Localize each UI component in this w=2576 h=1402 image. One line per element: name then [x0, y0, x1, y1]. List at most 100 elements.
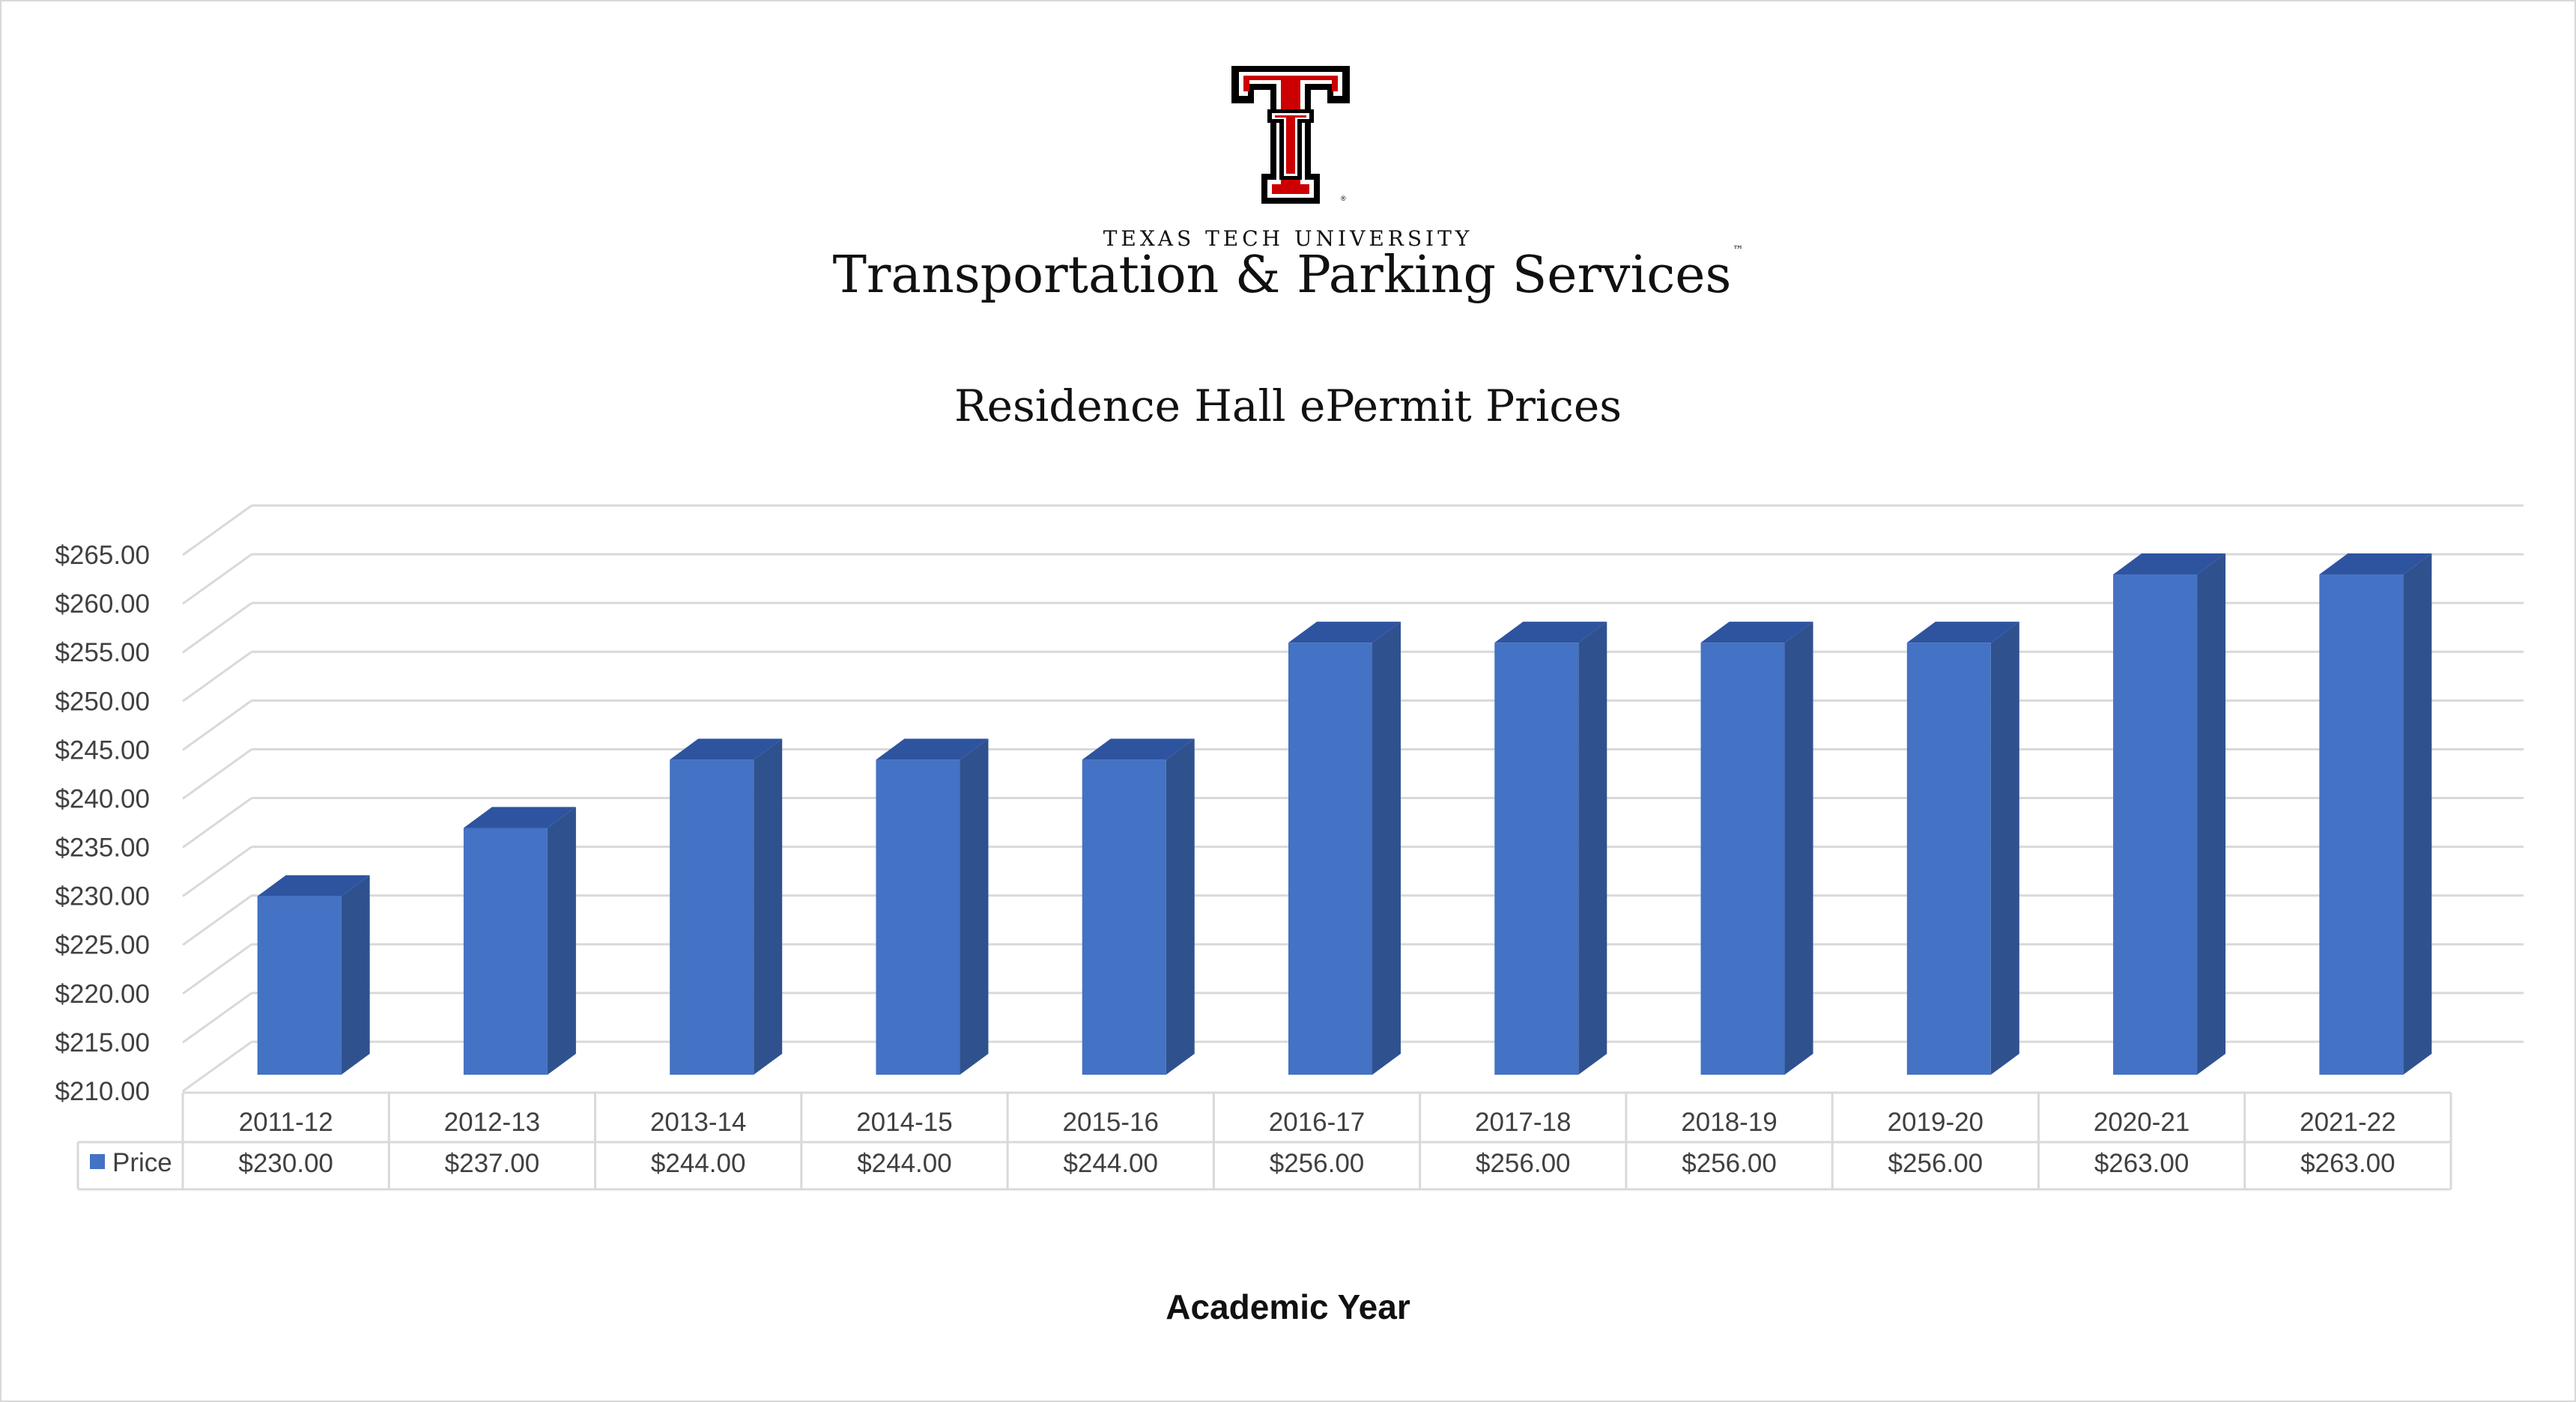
- bar-front: [1700, 643, 1785, 1075]
- bar-2011-12: [257, 875, 370, 1075]
- gridline-diagonal: [182, 943, 252, 995]
- y-tick-label: $250.00: [55, 687, 150, 716]
- x-tick-label: 2019-20: [1888, 1108, 1983, 1137]
- bar-top: [1700, 622, 1813, 643]
- university-name: TEXAS TECH UNIVERSITY: [1103, 226, 1473, 251]
- y-tick-label: $240.00: [55, 784, 150, 813]
- bar-2020-21: [2113, 553, 2226, 1075]
- bar-top: [257, 875, 370, 896]
- department-name-text: Transportation & Parking Services: [832, 246, 1732, 305]
- bar-front: [463, 828, 548, 1075]
- gridline-diagonal: [182, 601, 252, 654]
- y-axis: $210.00 $215.00 $220.00 $225.00 $230.00 $235.…: [55, 541, 150, 1106]
- double-t-logo-icon: ®: [1231, 66, 1350, 204]
- bar-top: [1494, 622, 1607, 643]
- bar-side: [1372, 622, 1401, 1075]
- x-tick-label: 2015-16: [1063, 1108, 1159, 1137]
- series-label: Price: [112, 1148, 172, 1177]
- chart-title: Residence Hall ePermit Prices: [954, 380, 1622, 431]
- data-label: $244.00: [1063, 1149, 1158, 1178]
- bar-top: [463, 807, 576, 828]
- x-tick-label: 2016-17: [1269, 1108, 1365, 1137]
- bar-top: [1082, 738, 1195, 760]
- square-marker-icon: [90, 1154, 105, 1169]
- data-label: $256.00: [1476, 1149, 1571, 1178]
- gridline-diagonal: [182, 1040, 252, 1093]
- y-tick-label: $255.00: [55, 638, 150, 667]
- bar-front: [670, 759, 754, 1075]
- bar-side: [2197, 553, 2226, 1075]
- data-label: $244.00: [651, 1149, 746, 1178]
- gridline-diagonal: [182, 700, 252, 751]
- svg-text:®: ®: [1341, 195, 1346, 202]
- gridline-diagonal: [182, 846, 252, 897]
- y-tick-label: $265.00: [55, 541, 150, 570]
- bar-top: [2319, 553, 2432, 575]
- trademark-symbol: ™: [1733, 244, 1744, 256]
- bar-side: [1990, 622, 2019, 1075]
- bar-side: [1784, 622, 1813, 1075]
- x-tick-label: 2012-13: [444, 1108, 540, 1137]
- y-tick-label: $210.00: [55, 1077, 150, 1106]
- bar-front: [876, 759, 960, 1075]
- gridline-diagonal: [182, 504, 252, 556]
- gridline-diagonal: [182, 553, 252, 605]
- data-table: Price 2011-12 $230.00 2012-13 $237.00 2013-14…: [76, 1091, 2452, 1191]
- bar-side: [754, 738, 783, 1075]
- bar-2021-22: [2319, 553, 2432, 1075]
- x-axis-title: Academic Year: [1166, 1287, 1410, 1326]
- bar-front: [1082, 759, 1166, 1075]
- data-label: $237.00: [445, 1149, 540, 1178]
- bar-side: [547, 807, 576, 1075]
- x-tick-label: 2021-22: [2300, 1108, 2395, 1137]
- x-tick-label: 2013-14: [650, 1108, 746, 1137]
- y-tick-label: $260.00: [55, 589, 150, 619]
- bar-2019-20: [1906, 622, 2019, 1075]
- data-label: $263.00: [2094, 1149, 2189, 1178]
- x-tick-label: 2011-12: [239, 1108, 333, 1137]
- gridline-diagonal: [182, 651, 252, 702]
- bar-top: [1288, 622, 1401, 643]
- data-label: $256.00: [1682, 1149, 1777, 1178]
- bar-front: [2113, 574, 2198, 1075]
- x-tick-label: 2014-15: [856, 1108, 952, 1137]
- bar-front: [1494, 643, 1579, 1075]
- data-label: $263.00: [2300, 1149, 2395, 1178]
- bar-front: [257, 896, 342, 1075]
- bar-series: [257, 553, 2432, 1075]
- x-tick-label: 2020-21: [2094, 1108, 2189, 1137]
- bar-2017-18: [1494, 622, 1607, 1075]
- bar-front: [2319, 574, 2404, 1075]
- data-label: $256.00: [1270, 1149, 1365, 1178]
- department-name: Transportation & Parking Services ™: [0, 244, 2576, 305]
- bar-side: [1578, 622, 1607, 1075]
- y-tick-label: $235.00: [55, 834, 150, 863]
- bar-2013-14: [670, 738, 783, 1075]
- bar-side: [2403, 553, 2432, 1075]
- x-tick-label: 2017-18: [1475, 1108, 1571, 1137]
- bar-top: [670, 738, 783, 760]
- bar-2014-15: [876, 738, 989, 1075]
- bar-2016-17: [1288, 622, 1401, 1075]
- gridline-diagonal: [182, 894, 252, 946]
- bar-2012-13: [463, 807, 576, 1075]
- data-label: $230.00: [238, 1149, 333, 1178]
- bar-top: [876, 738, 989, 760]
- y-tick-label: $230.00: [55, 882, 150, 911]
- bar-front: [1906, 643, 1991, 1075]
- gridline-diagonal: [182, 992, 252, 1044]
- y-tick-label: $215.00: [55, 1028, 150, 1057]
- bar-2018-19: [1700, 622, 1813, 1075]
- bar-front: [1288, 643, 1372, 1075]
- bar-side: [960, 738, 989, 1075]
- data-label: $256.00: [1888, 1149, 1983, 1178]
- bar-top: [1906, 622, 2019, 643]
- bar-side: [341, 875, 370, 1075]
- x-tick-label: 2018-19: [1681, 1108, 1777, 1137]
- y-tick-label: $220.00: [55, 980, 150, 1009]
- bar-side: [1166, 738, 1195, 1075]
- y-tick-label: $225.00: [55, 931, 150, 960]
- bar-2015-16: [1082, 738, 1195, 1075]
- bar-top: [2113, 553, 2226, 575]
